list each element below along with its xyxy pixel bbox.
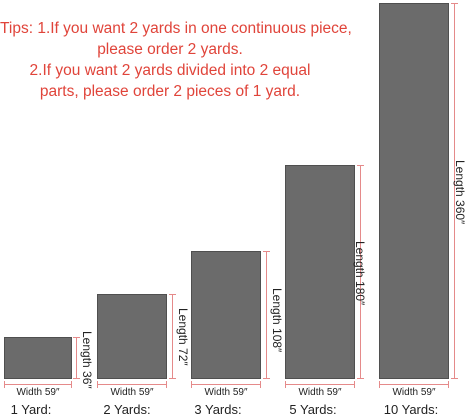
- width-dimension-line: [285, 381, 355, 388]
- length-label: Length 108″: [270, 288, 284, 353]
- fabric-piece-10-yards: [379, 3, 449, 379]
- fabric-piece-5-yards: [285, 165, 355, 379]
- yard-label: 3 Yards:: [194, 402, 242, 417]
- yard-label: 1 Yard:: [10, 402, 52, 417]
- fabric-piece-2-yards: [97, 294, 167, 379]
- yard-label: 2 Yards:: [103, 402, 151, 417]
- yard-label: 10 Yards:: [383, 402, 439, 417]
- fabric-piece-1-yard: [4, 337, 72, 379]
- tips-line-1: Tips: 1.If you want 2 yards in one conti…: [0, 20, 352, 37]
- width-label: Width 59″: [110, 387, 154, 398]
- tips-line-4: parts, please order 2 pieces of 1 yard.: [39, 83, 301, 100]
- width-label: Width 59″: [204, 387, 248, 398]
- tips-line-3: 2.If you want 2 yards divided into 2 equ…: [29, 62, 311, 79]
- yard-label: 5 Yards:: [289, 402, 337, 417]
- length-dimension-line: [357, 165, 364, 379]
- length-dimension-line: [169, 294, 176, 379]
- width-dimension-line: [191, 381, 261, 388]
- width-dimension-line: [379, 381, 449, 388]
- width-label: Width 59″: [16, 387, 60, 398]
- width-dimension-line: [97, 381, 167, 388]
- length-label: Length 360″: [453, 160, 467, 225]
- length-label: Length 180″: [353, 241, 367, 306]
- width-label: Width 59″: [392, 387, 436, 398]
- length-dimension-line: [73, 337, 80, 379]
- fabric-piece-3-yards: [191, 251, 261, 379]
- tips-text: Tips: 1.If you want 2 yards in one conti…: [0, 18, 352, 102]
- length-label: Length 36″: [80, 331, 94, 389]
- length-dimension-line: [263, 251, 270, 379]
- length-dimension-line: [451, 3, 458, 379]
- length-label: Length 72″: [176, 308, 190, 366]
- tips-line-2: please order 2 yards.: [97, 41, 243, 58]
- width-label: Width 59″: [298, 387, 342, 398]
- width-dimension-line: [4, 381, 72, 388]
